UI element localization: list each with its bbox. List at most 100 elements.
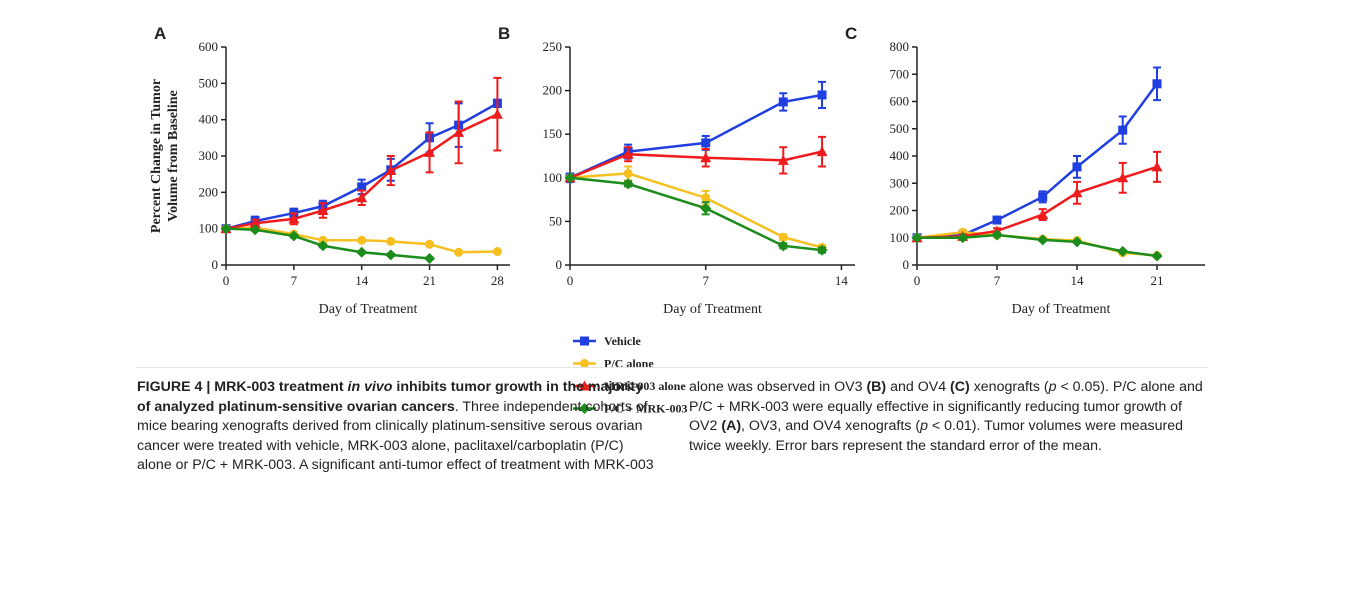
x-tick-label: 0 bbox=[223, 273, 230, 288]
caption-text: FIGURE 4 | MRK-003 treatment bbox=[137, 379, 348, 395]
marker bbox=[622, 148, 634, 159]
y-tick-label: 400 bbox=[199, 112, 219, 127]
marker bbox=[386, 236, 396, 246]
marker bbox=[491, 108, 503, 119]
caption-text: , OV3, and OV4 xenografts ( bbox=[741, 418, 921, 434]
x-axis-label: Day of Treatment bbox=[1012, 302, 1111, 317]
y-tick-label: 250 bbox=[543, 39, 563, 54]
y-tick-label: 600 bbox=[890, 94, 910, 109]
marker bbox=[1071, 187, 1083, 198]
marker bbox=[1118, 125, 1128, 135]
y-tick-label: 300 bbox=[890, 175, 910, 190]
y-axis-label: Percent Change in Tumor bbox=[149, 79, 164, 233]
marker bbox=[1037, 234, 1049, 246]
marker bbox=[385, 165, 397, 176]
panel-label: B bbox=[498, 24, 510, 43]
y-tick-label: 0 bbox=[903, 257, 910, 272]
marker bbox=[1117, 172, 1129, 183]
marker bbox=[385, 249, 397, 261]
marker bbox=[288, 230, 300, 242]
y-tick-label: 800 bbox=[890, 39, 910, 54]
marker bbox=[1037, 209, 1049, 220]
y-tick-label: 400 bbox=[890, 148, 910, 163]
y-axis-label: Volume from Baseline bbox=[166, 90, 181, 221]
marker bbox=[357, 235, 367, 245]
caption-text: (B) bbox=[866, 379, 887, 395]
caption-text: and OV4 bbox=[886, 379, 951, 395]
x-axis-label: Day of Treatment bbox=[319, 302, 418, 317]
marker bbox=[778, 97, 788, 107]
marker bbox=[816, 146, 828, 157]
marker bbox=[249, 217, 261, 228]
y-tick-label: 200 bbox=[543, 83, 563, 98]
y-tick-label: 100 bbox=[543, 170, 563, 185]
caption-text: p bbox=[1048, 379, 1057, 395]
marker bbox=[700, 202, 712, 214]
x-tick-label: 7 bbox=[994, 273, 1001, 288]
marker bbox=[356, 246, 368, 258]
marker bbox=[288, 213, 300, 224]
y-tick-label: 100 bbox=[199, 221, 219, 236]
marker bbox=[317, 240, 329, 252]
y-tick-label: 100 bbox=[890, 230, 910, 245]
legend-marker bbox=[579, 380, 590, 391]
marker bbox=[453, 126, 465, 137]
marker bbox=[911, 232, 923, 244]
legend-marker bbox=[580, 336, 589, 346]
y-tick-label: 600 bbox=[199, 39, 219, 54]
marker bbox=[249, 224, 261, 236]
x-tick-label: 21 bbox=[1151, 273, 1164, 288]
marker bbox=[564, 172, 576, 184]
legend-marker bbox=[580, 359, 589, 368]
x-tick-label: 28 bbox=[491, 273, 504, 288]
x-tick-label: 21 bbox=[423, 273, 436, 288]
x-tick-label: 14 bbox=[835, 273, 849, 288]
x-tick-label: 14 bbox=[1071, 273, 1085, 288]
marker bbox=[778, 232, 788, 242]
x-tick-label: 7 bbox=[702, 273, 709, 288]
marker bbox=[957, 232, 969, 244]
panel-label: C bbox=[845, 24, 857, 43]
y-tick-label: 0 bbox=[212, 257, 219, 272]
marker bbox=[356, 192, 368, 203]
caption-text: (A) bbox=[721, 418, 742, 434]
y-tick-label: 200 bbox=[890, 203, 910, 218]
marker bbox=[425, 239, 435, 249]
y-tick-label: 0 bbox=[556, 257, 563, 272]
marker bbox=[623, 168, 633, 178]
y-tick-label: 50 bbox=[549, 213, 562, 228]
marker bbox=[991, 229, 1003, 241]
marker bbox=[424, 146, 436, 157]
caption-text: (C) bbox=[950, 379, 970, 395]
legend-marker bbox=[579, 403, 590, 414]
marker bbox=[701, 193, 711, 203]
caption: FIGURE 4 | MRK-003 treatment in vivo inh… bbox=[137, 367, 1207, 476]
x-tick-label: 7 bbox=[291, 273, 298, 288]
marker bbox=[1151, 161, 1163, 172]
x-tick-label: 0 bbox=[914, 273, 921, 288]
marker bbox=[220, 223, 232, 235]
marker bbox=[622, 178, 634, 190]
marker bbox=[777, 240, 789, 252]
marker bbox=[424, 252, 436, 264]
y-tick-label: 200 bbox=[199, 184, 219, 199]
x-tick-label: 14 bbox=[355, 273, 369, 288]
marker bbox=[317, 205, 329, 215]
caption-text: xenografts ( bbox=[969, 379, 1049, 395]
marker bbox=[1071, 236, 1083, 248]
marker bbox=[701, 138, 711, 148]
panel-label: A bbox=[154, 24, 166, 43]
y-tick-label: 700 bbox=[890, 66, 910, 81]
marker bbox=[816, 244, 828, 256]
y-tick-label: 500 bbox=[890, 121, 910, 136]
caption-text: < 0.01). Tumor volumes were measured twi… bbox=[689, 418, 1184, 454]
marker bbox=[1117, 245, 1129, 257]
x-axis-label: Day of Treatment bbox=[663, 302, 762, 317]
marker bbox=[492, 247, 502, 257]
marker bbox=[1038, 192, 1048, 202]
y-tick-label: 300 bbox=[199, 148, 219, 163]
x-tick-label: 0 bbox=[567, 273, 574, 288]
marker bbox=[454, 247, 464, 257]
